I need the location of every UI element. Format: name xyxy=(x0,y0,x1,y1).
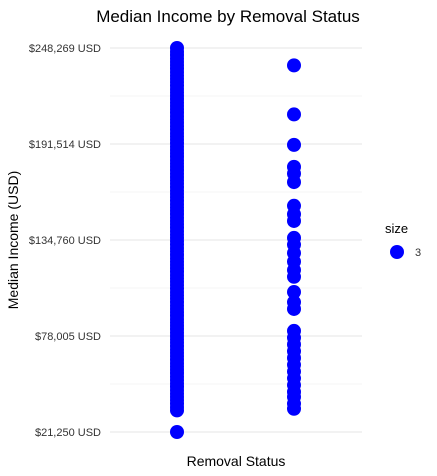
data-points xyxy=(170,41,301,439)
data-point xyxy=(287,137,301,152)
data-point xyxy=(287,230,301,245)
x-axis-title: Removal Status xyxy=(187,453,286,469)
y-tick-label: $191,514 USD xyxy=(29,139,101,151)
chart-title: Median Income by Removal Status xyxy=(96,7,360,26)
data-point xyxy=(170,425,184,439)
data-point xyxy=(170,41,184,55)
data-point xyxy=(287,159,301,174)
legend-label: 3 xyxy=(415,247,421,259)
legend-key-point xyxy=(390,245,404,259)
data-point xyxy=(287,323,301,338)
data-point xyxy=(287,198,301,213)
data-point xyxy=(287,58,301,73)
y-axis-tick-labels: $21,250 USD $78,005 USD $134,760 USD $191,5… xyxy=(29,43,101,439)
legend-title: size xyxy=(385,221,408,236)
data-point xyxy=(287,295,301,310)
gridlines xyxy=(110,47,362,433)
y-tick-label: $78,005 USD xyxy=(35,331,101,343)
data-point xyxy=(287,107,301,122)
y-tick-label: $248,269 USD xyxy=(29,43,101,55)
y-tick-label: $21,250 USD xyxy=(35,427,101,439)
legend: size 3 xyxy=(385,221,421,259)
y-tick-label: $134,760 USD xyxy=(29,235,101,247)
data-point xyxy=(287,285,301,300)
y-axis-title: Median Income (USD) xyxy=(5,171,21,310)
